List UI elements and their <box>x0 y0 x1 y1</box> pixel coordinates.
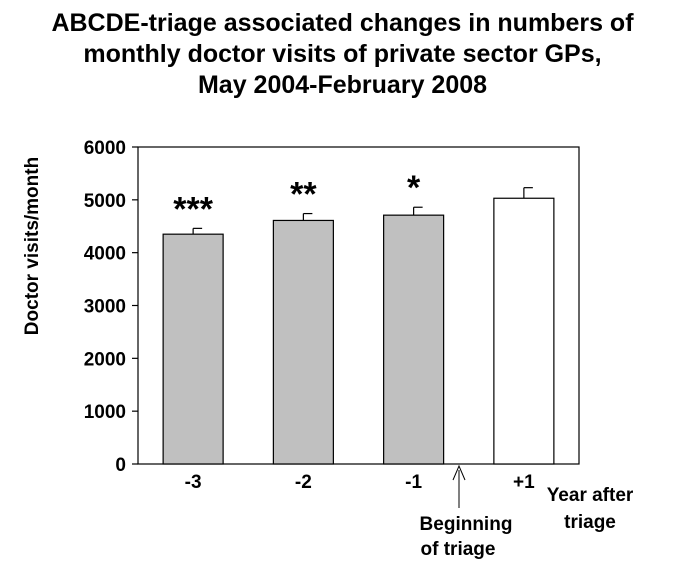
chart-title: ABCDE-triage associated changes in numbe… <box>0 8 685 101</box>
x-tick-label: -1 <box>405 472 422 493</box>
triage-start-arrow-head <box>452 464 466 481</box>
x-tick-label: -2 <box>295 472 312 493</box>
x-axis-label-line-1: Year after <box>547 485 634 506</box>
bar <box>162 233 224 465</box>
y-tick-label: 2000 <box>84 349 126 370</box>
bar <box>493 197 555 465</box>
y-axis-label: Doctor visits/month <box>22 157 43 335</box>
plot-area: 0 1000 2000 3000 4000 5000 6000 *** -3 ** -2 * -1 +1 <box>84 138 580 493</box>
significance-marker: * <box>407 169 421 207</box>
bar <box>272 219 334 465</box>
chart-title-line-3: May 2004-February 2008 <box>197 71 488 99</box>
y-tick-label: 0 <box>115 455 126 476</box>
significance-marker: *** <box>173 190 213 228</box>
bar <box>383 214 445 465</box>
x-tick-label: +1 <box>513 472 535 493</box>
y-tick-label: 5000 <box>84 191 126 212</box>
triage-start-annotation-line-1: Beginning <box>420 514 513 535</box>
triage-start-annotation-line-2: of triage <box>421 539 496 560</box>
y-tick-label: 1000 <box>84 402 126 423</box>
x-axis-label-line-2: triage <box>564 512 616 533</box>
significance-marker: ** <box>290 176 317 214</box>
chart-title-line-2: monthly doctor visits of private sector … <box>83 40 602 68</box>
chart-title-line-1: ABCDE-triage associated changes in numbe… <box>51 9 634 37</box>
x-tick-label: -3 <box>185 472 202 493</box>
y-tick-label: 4000 <box>84 244 126 265</box>
y-tick-label: 3000 <box>84 297 126 318</box>
y-tick-label: 6000 <box>84 138 126 159</box>
